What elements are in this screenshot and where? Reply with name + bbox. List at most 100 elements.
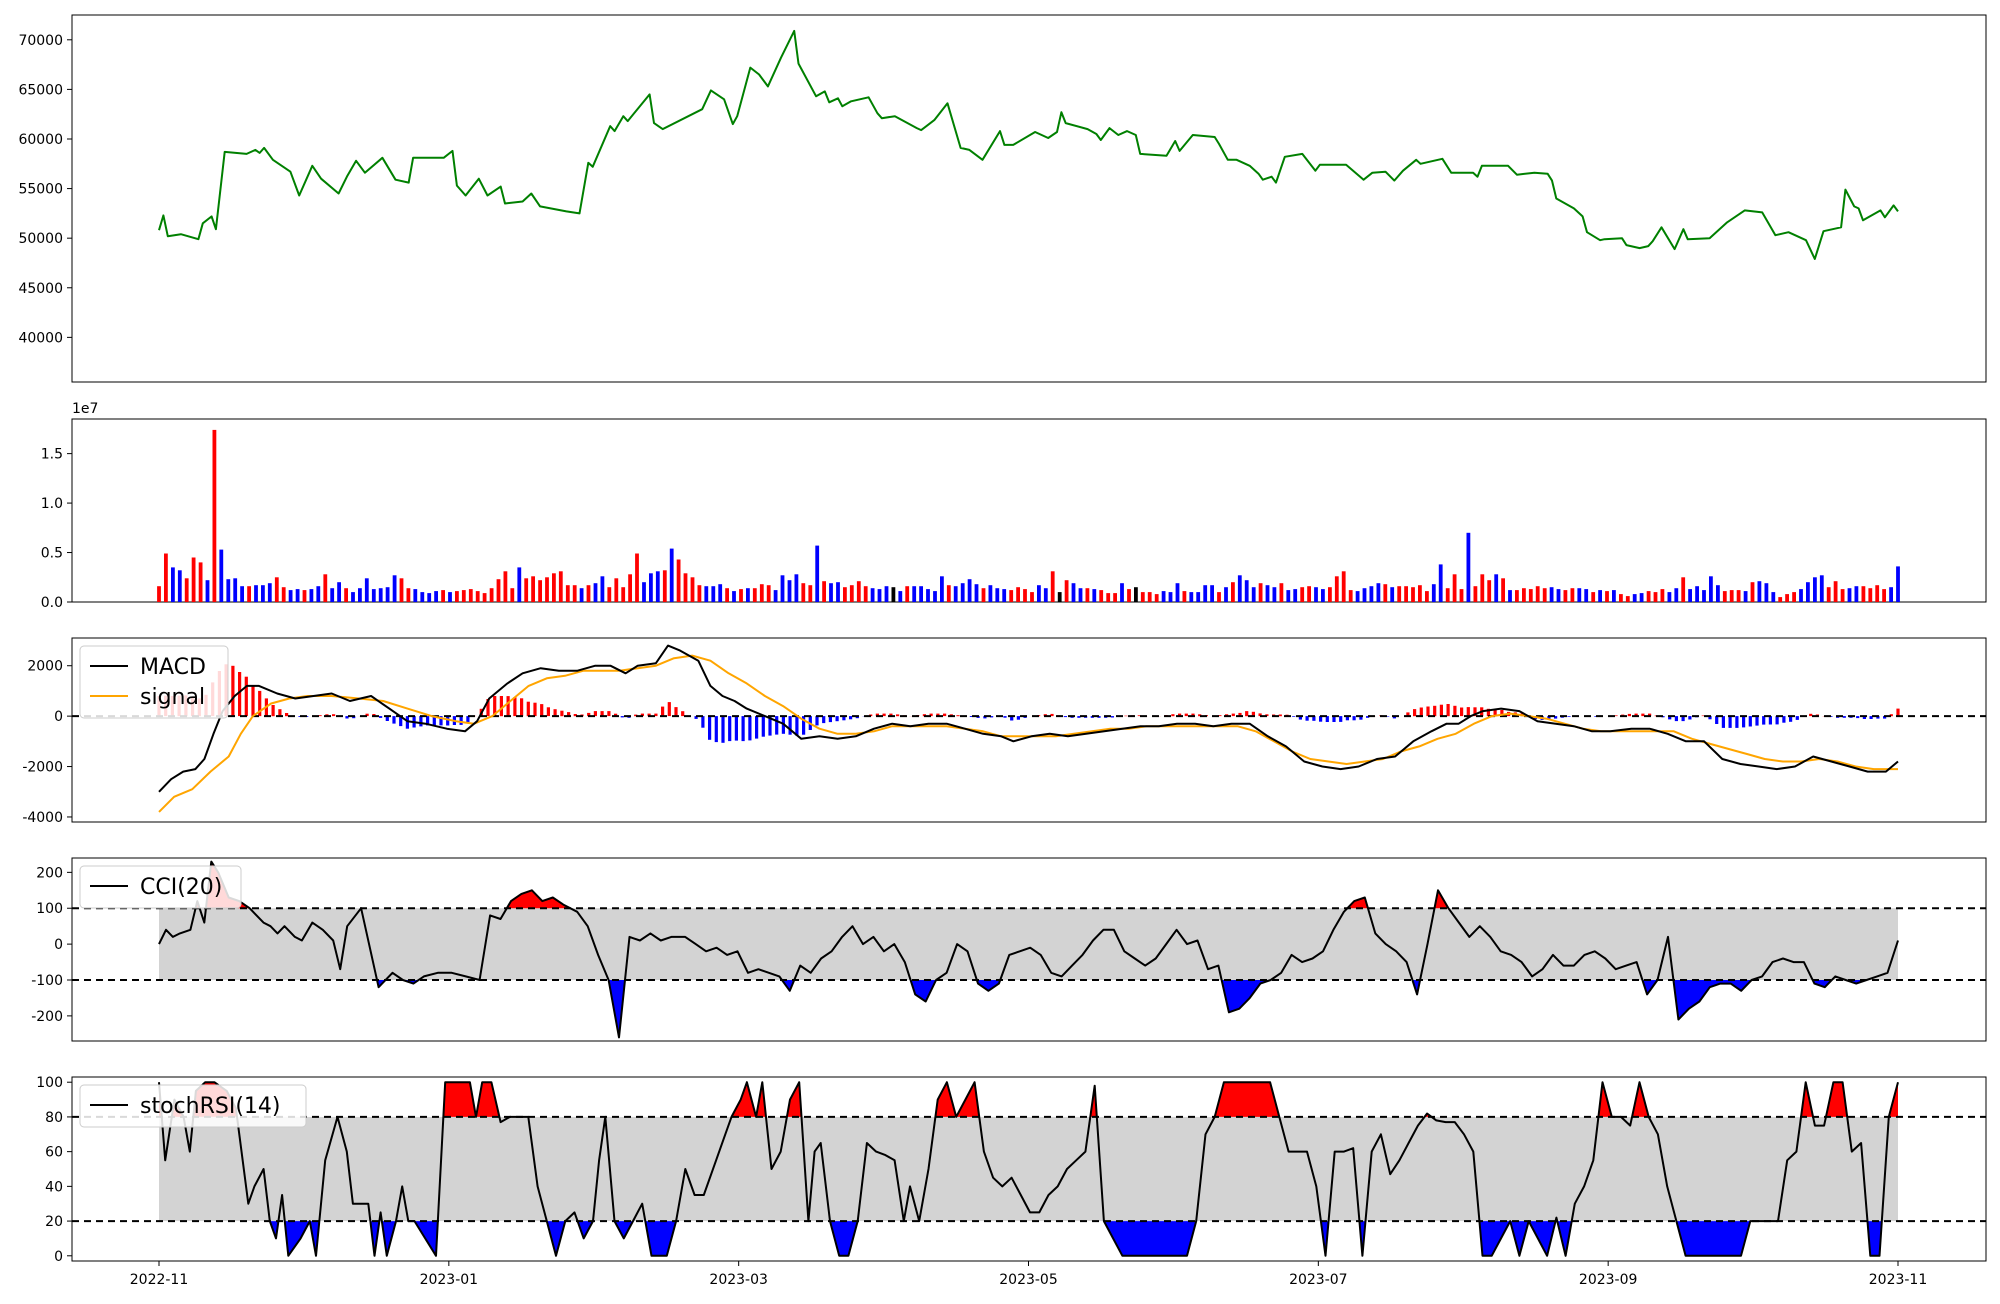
volume-bar [857,581,861,602]
macd-histogram-bar [943,714,946,717]
volume-bar [885,586,889,602]
volume-bar [1771,592,1775,602]
volume-bar [878,589,882,602]
volume-bar [1016,587,1020,602]
volume-bar [1529,589,1533,602]
volume-bar [767,585,771,602]
macd-histogram-bar [251,686,254,716]
cci-ytick-label: 0 [54,937,63,953]
volume-bar [753,588,757,602]
volume-bar [670,549,674,602]
volume-bar [1584,589,1588,602]
cci-ytick-label: 200 [36,865,63,881]
volume-bar [774,590,778,602]
volume-bar [940,576,944,602]
volume-bar [1460,589,1464,602]
cci-overbought-fill [159,862,1898,909]
volume-bar [1577,588,1581,602]
volume-offset-label: 1e7 [72,401,98,417]
stochrsi-ytick-label: 20 [45,1214,63,1230]
volume-bar [656,571,660,602]
volume-bar [213,430,217,602]
volume-bar [185,578,189,602]
volume-bar [469,589,473,602]
volume-bar [1591,592,1595,602]
macd-histogram-bar [1776,716,1779,724]
volume-bar [1716,585,1720,602]
volume-bar [1127,589,1131,602]
volume-bar [739,589,743,602]
volume-bar [947,585,951,602]
macd-histogram-bar [547,707,550,716]
volume-bar [919,586,923,602]
volume-bar [171,567,175,602]
volume-bar [517,567,521,602]
volume-bar [545,577,549,602]
volume-bar [1134,587,1138,602]
volume-bar [1356,591,1360,602]
volume-bar [462,590,466,602]
volume-bar [1286,590,1290,602]
volume-bar [310,589,314,602]
volume-bar [829,583,833,602]
volume-bar [1030,592,1034,602]
macd-histogram-bar [715,716,718,742]
volume-bar [1501,578,1505,602]
volume-bar [427,593,431,602]
volume-bar [1792,592,1796,602]
macd-histogram-bar [849,716,852,719]
macd-histogram-bar [285,713,288,716]
volume-bar [1598,590,1602,602]
x-tick-label: 2022-11 [130,1272,189,1288]
volume-bar [413,589,417,602]
volume-bar [400,578,404,602]
volume-bar [1889,587,1893,602]
volume-bar [982,588,986,602]
volume-bar [275,577,279,602]
macd-histogram-bar [748,716,751,740]
stochrsi-overbought-fill [159,1082,1898,1117]
volume-bar [351,592,355,602]
volume-bar [704,586,708,602]
volume-bar [864,586,868,602]
macd-histogram-bar [1467,707,1470,716]
volume-bar [1834,581,1838,602]
volume-bar [1841,589,1845,602]
volume-bar [1155,594,1159,602]
volume-bar [607,587,611,602]
volume-bar [649,573,653,602]
volume-bar [206,580,210,602]
volume-bar [871,588,875,602]
volume-bar [1113,593,1117,602]
volume-bar [1820,575,1824,602]
volume-bar [1875,585,1879,602]
macd-histogram-bar [1292,716,1295,717]
volume-bar [157,586,161,602]
volume-bar [1467,533,1471,602]
volume-bar [795,574,799,602]
x-tick-label: 2023-01 [420,1272,479,1288]
volume-bar [1453,574,1457,602]
macd-histogram-bar [775,716,778,735]
volume-bar [1120,583,1124,602]
cci-band-fill [159,908,1898,980]
macd-histogram-bar [245,677,248,716]
volume-bar [1363,588,1367,602]
macd-histogram-bar [1856,716,1859,718]
volume-bar [642,582,646,602]
volume-bar [296,589,300,602]
volume-bar [635,554,639,603]
macd-histogram-bar [735,716,738,741]
volume-bar [1640,593,1644,602]
macd-histogram-bar [1715,716,1718,724]
volume-bar [843,587,847,602]
cci-legend-label: CCI(20) [140,875,222,900]
macd-histogram-bar [668,702,671,716]
price-line [159,31,1898,259]
price-panel-frame [72,15,1986,382]
volume-bar [1321,589,1325,602]
volume-bar [1259,583,1263,602]
volume-bar [1266,585,1270,602]
volume-bar [261,585,265,602]
